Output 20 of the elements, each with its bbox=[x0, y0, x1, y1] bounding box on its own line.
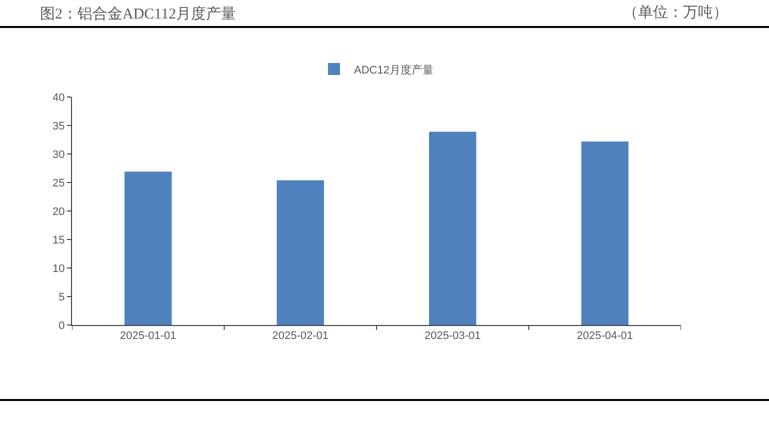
bar bbox=[124, 172, 172, 325]
y-tick-label: 40 bbox=[52, 92, 65, 104]
y-tick-label: 35 bbox=[52, 120, 65, 132]
y-tick-label: 30 bbox=[52, 148, 65, 161]
y-tick-label: 10 bbox=[52, 262, 65, 275]
x-tick-label: 2025-03-01 bbox=[424, 330, 481, 342]
x-tick-label: 2025-02-01 bbox=[272, 330, 329, 342]
y-tick-label: 15 bbox=[52, 234, 65, 246]
x-tick-label: 2025-04-01 bbox=[576, 330, 634, 342]
legend-label: ADC12月度产量 bbox=[354, 63, 434, 76]
x-tick-label: 2025-01-01 bbox=[120, 330, 176, 342]
bar bbox=[429, 132, 476, 325]
chart-title: 图2：铝合金ADC112月度产量 bbox=[40, 5, 236, 22]
y-tick-label: 0 bbox=[58, 320, 65, 332]
chart-subtitle: （单位：万吨） bbox=[623, 4, 728, 21]
y-tick-label: 25 bbox=[52, 177, 65, 190]
bar bbox=[581, 141, 628, 325]
y-tick-label: 5 bbox=[58, 291, 65, 304]
y-tick-label: 20 bbox=[52, 206, 65, 218]
bar bbox=[276, 180, 324, 325]
